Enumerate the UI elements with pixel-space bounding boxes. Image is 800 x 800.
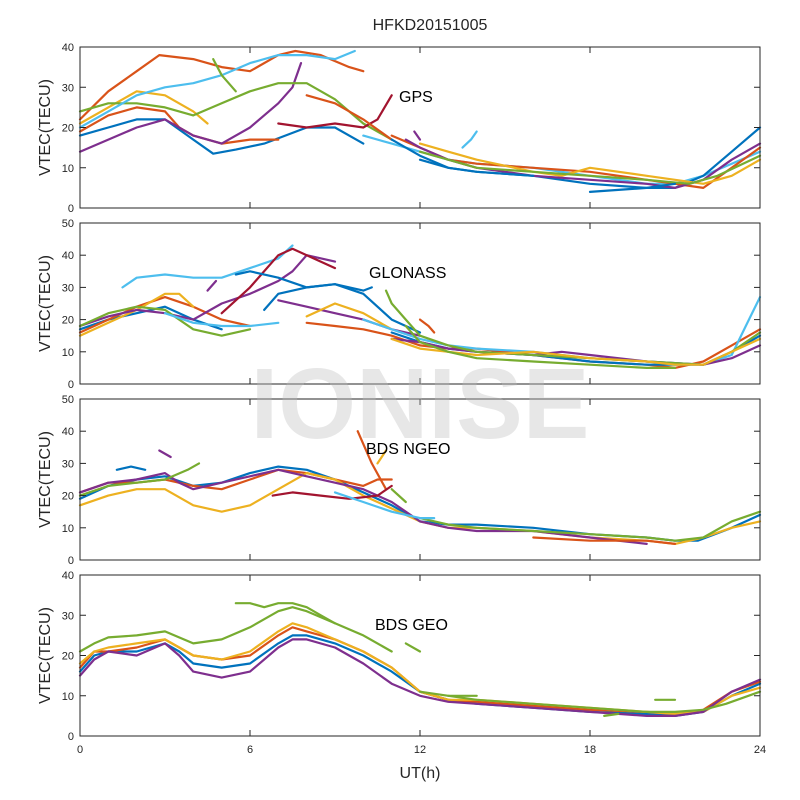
- panel-2: 0 10 20 30 40 50 VTEC(TECU) GLONASS: [37, 218, 762, 391]
- y-axis-label: VTEC(TECU): [37, 79, 54, 176]
- series-line-3-6: [78, 462, 201, 497]
- series-line-1-11: [362, 134, 762, 185]
- series-line-1-12: [390, 126, 762, 189]
- x-tick-label: 6: [247, 744, 253, 756]
- series-line-3-10: [271, 484, 393, 500]
- y-tick-label: 50: [62, 218, 74, 230]
- y-tick-label: 40: [62, 570, 74, 582]
- panel-annotation: GPS: [399, 89, 433, 106]
- series-line-2-12: [305, 302, 393, 331]
- x-tick-label: 0: [77, 744, 83, 756]
- series-line-1-10: [212, 58, 237, 93]
- series-line-4-11: [603, 712, 620, 717]
- y-tick-label: 0: [68, 555, 74, 567]
- series-line-1-18: [461, 130, 478, 149]
- series-line-2-21: [206, 279, 218, 292]
- series-line-2-13: [305, 321, 762, 369]
- series-line-1-19: [413, 130, 422, 141]
- series-line-2-18: [390, 337, 762, 366]
- panel-1: 0 10 20 30 40 VTEC(TECU) GPS: [37, 42, 762, 215]
- y-tick-label: 20: [62, 315, 74, 327]
- series-line-3-11: [376, 449, 388, 465]
- panel-annotation: GLONASS: [369, 265, 446, 282]
- panel-annotation: BDS GEO: [375, 617, 448, 634]
- series-line-4-4: [78, 638, 762, 717]
- y-axis-label: VTEC(TECU): [37, 255, 54, 352]
- series-line-1-8: [277, 94, 393, 129]
- series-line-1-17: [418, 158, 535, 177]
- series-line-3-9: [158, 449, 172, 459]
- series-line-3-8: [115, 465, 147, 471]
- plot-area: [80, 223, 760, 384]
- y-tick-label: 30: [62, 458, 74, 470]
- series-line-1-5: [78, 62, 303, 153]
- series-line-1-6: [78, 82, 393, 141]
- series-line-1-1: [78, 118, 365, 155]
- series-line-3-14: [532, 536, 677, 545]
- y-tick-label: 40: [62, 250, 74, 262]
- x-tick-label: 18: [584, 744, 596, 756]
- series-line-3-3: [356, 430, 388, 491]
- y-axis-label: VTEC(TECU): [37, 607, 54, 704]
- y-tick-label: 10: [62, 691, 74, 703]
- y-tick-label: 10: [62, 523, 74, 535]
- series-line-1-14: [418, 142, 762, 185]
- plot-area: [80, 399, 760, 560]
- plot-area: [80, 47, 760, 208]
- y-tick-label: 20: [62, 123, 74, 135]
- series-line-1-9: [305, 94, 393, 141]
- series-line-4-6: [234, 602, 337, 625]
- series-line-3-13: [390, 488, 407, 504]
- series-line-2-7: [163, 312, 280, 328]
- series-line-1-20: [588, 182, 677, 193]
- y-tick-label: 40: [62, 42, 74, 54]
- y-tick-label: 30: [62, 282, 74, 294]
- y-tick-label: 20: [62, 651, 74, 663]
- y-tick-label: 30: [62, 610, 74, 622]
- series-line-2-20: [418, 318, 436, 334]
- y-tick-label: 10: [62, 163, 74, 175]
- y-tick-label: 0: [68, 203, 74, 215]
- series-line-2-2: [78, 296, 252, 334]
- series-line-4-8: [418, 690, 762, 713]
- figure-title: HFKD20151005: [373, 17, 488, 34]
- series-line-2-3: [78, 292, 195, 337]
- series-line-2-4: [78, 254, 337, 328]
- y-tick-label: 50: [62, 394, 74, 406]
- series-line-2-8: [220, 247, 337, 315]
- y-tick-label: 30: [62, 82, 74, 94]
- y-tick-label: 0: [68, 731, 74, 743]
- series-line-2-5: [78, 305, 252, 337]
- series-line-2-19: [404, 324, 677, 369]
- x-axis-label: UT(h): [400, 765, 441, 782]
- series-line-3-7: [418, 510, 762, 542]
- x-tick-label: 24: [754, 744, 766, 756]
- panels: 0 10 20 30 40 VTEC(TECU) GPS 0 10 20 30 40 50 VTEC(TE…: [37, 42, 766, 782]
- panel-annotation: BDS NGEO: [366, 441, 450, 458]
- panel-3: 0 10 20 30 40 50 VTEC(TECU) BDS NGEO: [37, 394, 762, 567]
- watermark-text: IONISE: [251, 348, 590, 460]
- series-line-3-5: [78, 468, 648, 545]
- x-tick-label: 12: [414, 744, 426, 756]
- series-line-2-16: [390, 337, 762, 366]
- series-line-1-16: [418, 150, 762, 185]
- y-tick-label: 40: [62, 426, 74, 438]
- series-line-3-12: [333, 491, 436, 520]
- y-tick-label: 20: [62, 491, 74, 503]
- series-line-2-10: [263, 283, 422, 334]
- panel-4: 0 6 12 18 24 0 10 20 30 40 VTEC(TECU) BDS GEO UT(h): [37, 570, 766, 782]
- y-axis-label: VTEC(TECU): [37, 431, 54, 528]
- y-tick-label: 10: [62, 347, 74, 359]
- y-tick-label: 0: [68, 379, 74, 391]
- series-line-4-7: [404, 642, 422, 653]
